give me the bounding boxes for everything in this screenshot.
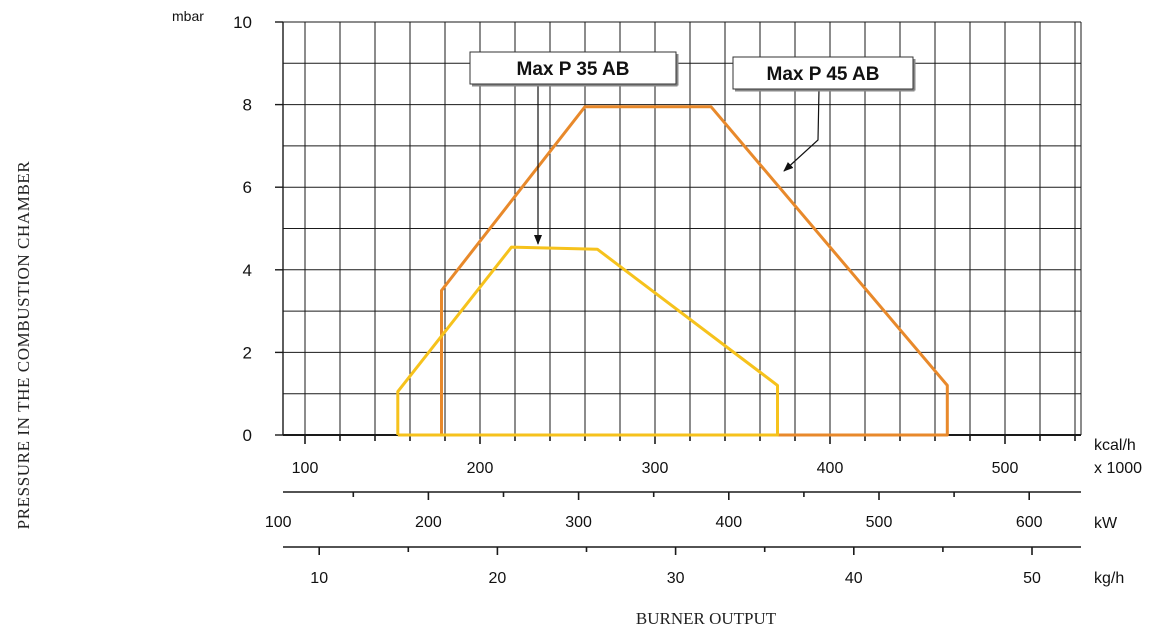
kcal-tick-label: 400 bbox=[817, 460, 844, 477]
annotation-arrow bbox=[783, 88, 820, 172]
kw-unit-label: kW bbox=[1094, 515, 1118, 532]
grid bbox=[283, 21, 1081, 436]
kgh-tick-label: 40 bbox=[845, 570, 863, 587]
series-max-p-35-ab bbox=[396, 245, 779, 437]
annotation-box bbox=[732, 56, 914, 90]
kw-tick-label: 300 bbox=[565, 514, 592, 531]
axes bbox=[275, 21, 1082, 555]
kw-tick-label: 600 bbox=[1016, 514, 1043, 531]
annotations: Max P 35 AB Max P 45 AB bbox=[469, 51, 916, 245]
kgh-unit-label: kg/h bbox=[1094, 570, 1124, 587]
series-lines bbox=[396, 105, 949, 437]
annotation-max-p-35-ab: Max P 35 AB bbox=[469, 51, 679, 245]
kcal-tick-label: 500 bbox=[992, 460, 1019, 477]
kgh-tick-label: 10 bbox=[310, 570, 328, 587]
kgh-tick-label: 50 bbox=[1023, 570, 1041, 587]
y-tick-label: 8 bbox=[243, 96, 252, 115]
annotation-box bbox=[469, 51, 677, 85]
annotation-label: Max P 45 AB bbox=[767, 64, 880, 85]
kw-tick-label: 400 bbox=[715, 514, 742, 531]
y-unit-label: mbar bbox=[172, 8, 204, 24]
x-axis-title: BURNER OUTPUT bbox=[636, 609, 777, 628]
kcal-tick-label: 200 bbox=[467, 460, 494, 477]
y-axis-title-wrapper: PRESSURE IN THE COMBUSTION CHAMBER bbox=[14, 161, 33, 530]
y-tick-label: 10 bbox=[233, 13, 252, 32]
y-tick-label: 4 bbox=[243, 261, 252, 280]
y-tick-label: 6 bbox=[243, 178, 252, 197]
kcal-unit-label: kcal/h bbox=[1094, 437, 1136, 454]
y-tick-label: 0 bbox=[243, 426, 252, 445]
kgh-tick-label: 20 bbox=[489, 570, 507, 587]
kgh-tick-label: 30 bbox=[667, 570, 685, 587]
y-tick-label: 2 bbox=[243, 343, 252, 362]
series-max-p-45-ab bbox=[440, 105, 949, 437]
y-axis-title: PRESSURE IN THE COMBUSTION CHAMBER bbox=[14, 161, 33, 530]
kcal-multiplier-label: x 1000 bbox=[1094, 460, 1142, 477]
kw-tick-label: 200 bbox=[415, 514, 442, 531]
tick-labels: 0 2 4 6 8 10 mbar 100 200 300 400 500 kcal/h x 1000 10… bbox=[172, 8, 1142, 628]
annotation-max-p-45-ab: Max P 45 AB bbox=[732, 56, 916, 172]
kcal-tick-label: 100 bbox=[292, 460, 319, 477]
annotation-label: Max P 35 AB bbox=[517, 59, 630, 80]
kw-tick-label: 500 bbox=[866, 514, 893, 531]
kw-tick-label: 100 bbox=[265, 514, 292, 531]
kcal-tick-label: 300 bbox=[642, 460, 669, 477]
